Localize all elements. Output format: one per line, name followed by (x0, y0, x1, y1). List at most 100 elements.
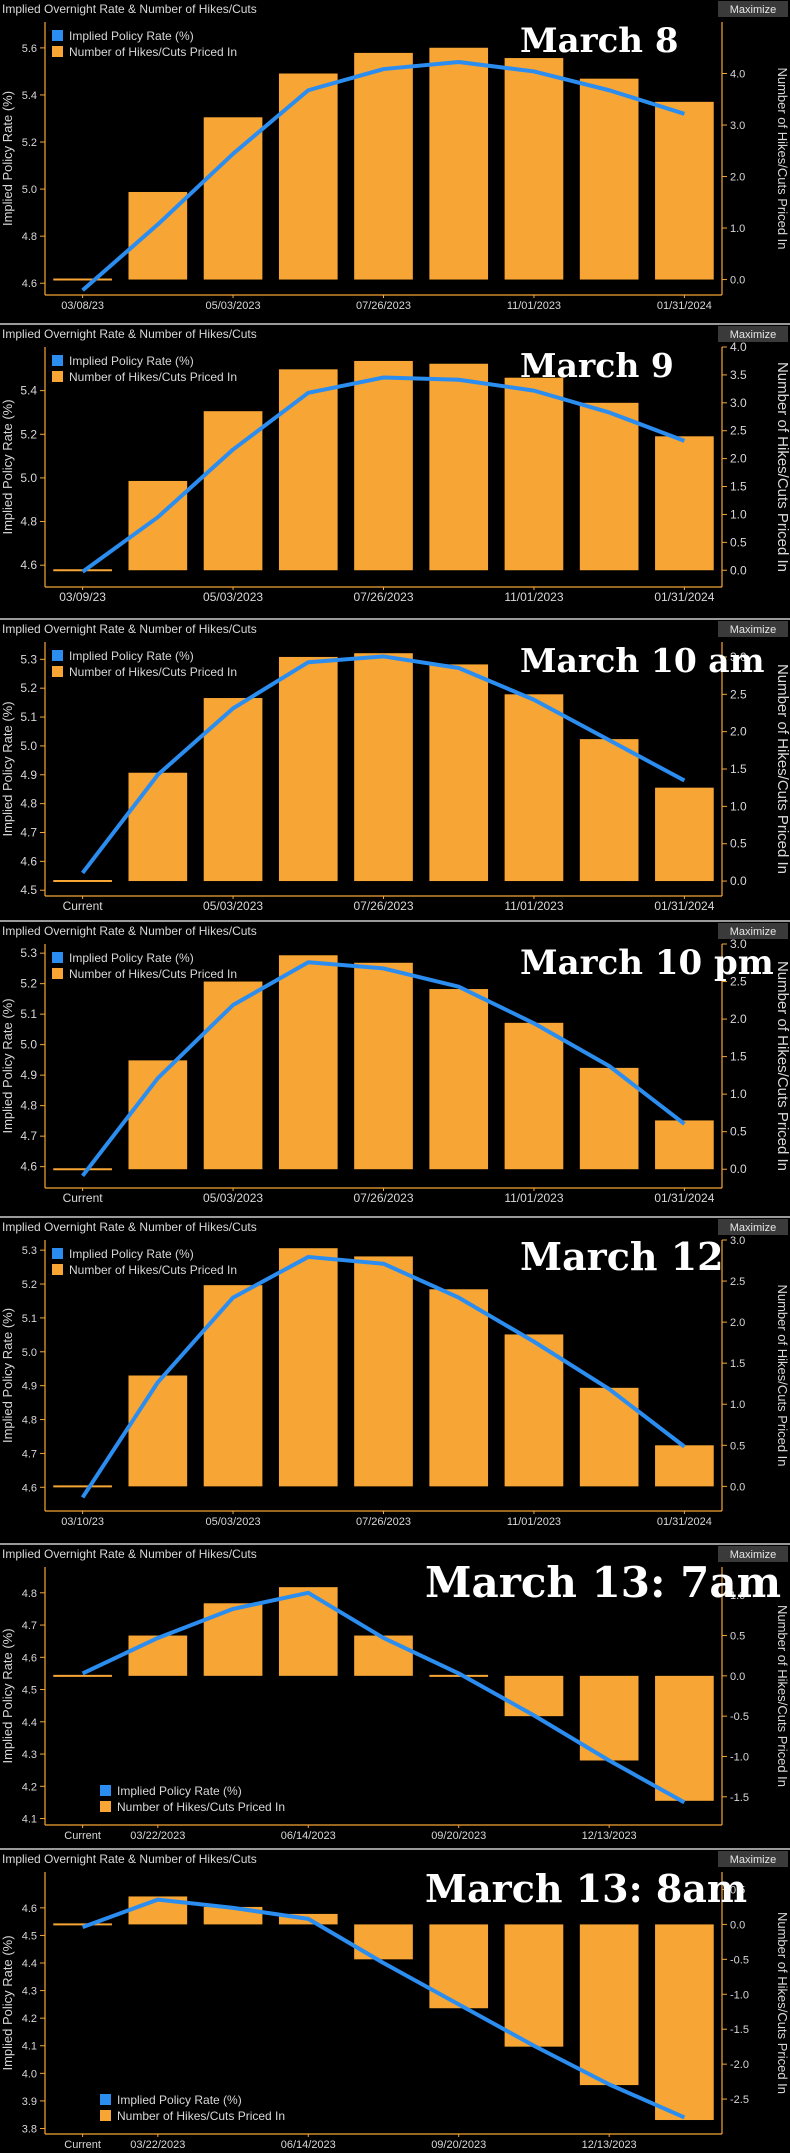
right-tick-label: 0.5 (730, 837, 747, 851)
legend-swatch-bars (52, 968, 63, 979)
right-tick-label: 2.5 (730, 424, 747, 438)
legend-label-bars: Number of Hikes/Cuts Priced In (69, 1263, 237, 1277)
chart-panel-4: Implied Overnight Rate & Number of Hikes… (0, 922, 790, 1218)
right-axis-title: Number of Hikes/Cuts Priced In (775, 1912, 790, 2094)
panel-header: Implied Overnight Rate & Number of Hikes… (2, 1220, 257, 1234)
chart-title: March 8 (520, 21, 679, 61)
right-tick-label: 1.5 (730, 1050, 747, 1064)
panel-header: Implied Overnight Rate & Number of Hikes… (2, 1547, 257, 1561)
right-tick-label: -0.5 (730, 1954, 749, 1966)
left-tick-label: 5.2 (20, 681, 37, 695)
x-tick-label: 11/01/2023 (507, 300, 561, 312)
right-tick-label: 2.5 (730, 1276, 745, 1288)
right-tick-label: 1.5 (730, 762, 747, 776)
legend-swatch-bars (52, 666, 63, 677)
left-tick-label: 4.4 (22, 1958, 37, 1970)
x-tick-label: 03/08/23 (61, 300, 104, 312)
right-tick-label: 1.5 (730, 480, 747, 494)
right-axis-title: Number of Hikes/Cuts Priced In (774, 664, 790, 874)
chart-title: March 10 pm (520, 943, 774, 983)
bar (504, 377, 564, 571)
right-tick-label: -2.0 (730, 2059, 749, 2071)
right-tick-label: 0.5 (730, 1440, 745, 1452)
bar (354, 360, 413, 571)
rate-line (81, 1897, 686, 2120)
chart-svg: Implied Overnight Rate & Number of Hikes… (0, 1546, 790, 1842)
legend-label-line: Implied Policy Rate (%) (69, 1247, 194, 1261)
left-axis-title: Implied Policy Rate (%) (0, 998, 15, 1133)
left-tick-label: 4.9 (20, 1068, 37, 1082)
legend: Implied Policy Rate (%) Number of Hikes/C… (52, 29, 237, 59)
bar (128, 480, 188, 571)
right-tick-label: 2.0 (730, 172, 745, 184)
left-tick-label: 5.4 (22, 90, 37, 102)
bar (655, 787, 714, 882)
bar (504, 58, 564, 280)
maximize-label: Maximize (730, 624, 776, 636)
panel-header: Implied Overnight Rate & Number of Hikes… (2, 327, 257, 341)
maximize-button[interactable]: Maximize (718, 923, 788, 939)
chart-panel-1: Implied Overnight Rate & Number of Hikes… (0, 0, 790, 325)
right-tick-label: 3.0 (730, 650, 747, 664)
x-tick-label: 05/03/2023 (206, 1516, 261, 1528)
bar (504, 1924, 564, 2047)
right-tick-label: 1.5 (730, 1358, 745, 1370)
legend-swatch-line (52, 650, 63, 661)
bar (579, 1675, 639, 1761)
legend: Implied Policy Rate (%) Number of Hikes/C… (100, 1784, 285, 1814)
right-tick-label: 2.0 (730, 1317, 745, 1329)
legend-swatch-bars (100, 2110, 111, 2121)
x-tick-label: Current (64, 2139, 101, 2151)
maximize-button[interactable]: Maximize (718, 1851, 788, 1867)
legend-swatch-bars (52, 1264, 63, 1275)
maximize-button[interactable]: Maximize (718, 621, 788, 637)
left-tick-label: 5.0 (20, 471, 37, 485)
legend-swatch-bars (52, 46, 63, 57)
right-tick-label: 0.5 (730, 535, 747, 549)
panel-separator (0, 618, 790, 620)
right-tick-label: 1.0 (730, 1590, 745, 1602)
panel-header: Implied Overnight Rate & Number of Hikes… (2, 924, 257, 938)
legend: Implied Policy Rate (%) Number of Hikes/C… (52, 951, 237, 981)
right-tick-label: 2.0 (730, 725, 747, 739)
legend-label-line: Implied Policy Rate (%) (69, 29, 194, 43)
maximize-button[interactable]: Maximize (718, 326, 788, 342)
maximize-button[interactable]: Maximize (718, 1, 788, 17)
chart-svg: Implied Overnight Rate & Number of Hikes… (0, 621, 790, 913)
maximize-label: Maximize (730, 1549, 776, 1561)
left-tick-label: 3.8 (22, 2123, 37, 2135)
x-tick-label: 01/31/2024 (654, 1191, 714, 1205)
panel-header: Implied Overnight Rate & Number of Hikes… (2, 1852, 257, 1866)
left-tick-label: 4.7 (20, 1129, 37, 1143)
x-tick-label: 09/20/2023 (431, 2139, 486, 2151)
maximize-button[interactable]: Maximize (718, 1219, 788, 1235)
legend-swatch-line (52, 355, 63, 366)
left-tick-label: 4.4 (22, 1717, 37, 1729)
right-tick-label: 0.0 (730, 874, 747, 888)
bar (504, 1334, 564, 1487)
chart-panel-2: Implied Overnight Rate & Number of Hikes… (0, 325, 790, 620)
left-tick-label: 4.1 (22, 2041, 37, 2053)
left-tick-label: 4.5 (20, 883, 37, 897)
maximize-label: Maximize (730, 1854, 776, 1866)
bar (354, 52, 413, 280)
left-tick-label: 5.0 (20, 739, 37, 753)
x-tick-label: 05/03/2023 (203, 1191, 263, 1205)
x-tick-label: Current (64, 1830, 101, 1842)
bar (278, 955, 338, 1170)
maximize-label: Maximize (730, 4, 776, 16)
legend-label-bars: Number of Hikes/Cuts Priced In (69, 967, 237, 981)
right-tick-label: 0.0 (730, 1481, 745, 1493)
left-tick-label: 4.0 (22, 2068, 37, 2080)
bar (278, 1248, 338, 1487)
right-axis-title: Number of Hikes/Cuts Priced In (775, 67, 790, 249)
chart-panel-6: Implied Overnight Rate & Number of Hikes… (0, 1545, 790, 1850)
bar (655, 1924, 714, 2121)
bar (655, 1675, 714, 1801)
legend-swatch-line (52, 30, 63, 41)
maximize-button[interactable]: Maximize (718, 1546, 788, 1562)
legend-swatch-bars (100, 1801, 111, 1812)
chart-title: March 9 (520, 346, 674, 385)
legend-swatch-line (52, 1248, 63, 1259)
bar (655, 1120, 714, 1170)
